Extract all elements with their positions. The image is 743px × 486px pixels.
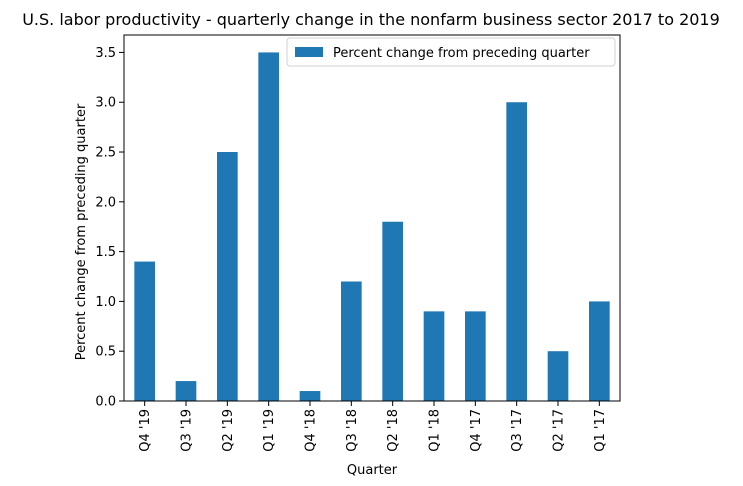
bar-10 [506, 102, 527, 401]
x-tick-label-4: Q1 '19 [262, 409, 277, 452]
plot-frame [123, 34, 621, 402]
legend-label: Percent change from preceding quarter [333, 46, 590, 61]
bar-3 [217, 152, 238, 401]
legend-swatch [295, 47, 323, 57]
y-axis: 0.0 0.5 1.0 1.5 2.0 2.5 3.0 3.5 [95, 46, 124, 410]
y-tick-label-7: 3.0 [95, 96, 116, 111]
x-tick-label-11: Q2 '17 [552, 409, 567, 452]
bar-11 [547, 351, 569, 401]
plot-area [123, 34, 621, 402]
x-tick-label-1: Q4 '19 [138, 409, 153, 452]
bar-8 [423, 311, 445, 401]
y-tick-label-6: 2.5 [95, 146, 116, 161]
bar-9 [465, 311, 486, 401]
bar-7 [382, 221, 403, 401]
bar-6 [341, 281, 362, 401]
legend: Percent change from preceding quarter [286, 37, 616, 67]
bar-2 [175, 381, 197, 401]
x-tick-label-10: Q3 '17 [510, 409, 525, 452]
x-tick-label-7: Q2 '18 [386, 409, 401, 452]
y-tick-label-2: 0.5 [95, 345, 116, 360]
x-tick-label-12: Q1 '17 [593, 409, 608, 452]
bar-12 [589, 301, 610, 401]
x-tick-label-5: Q4 '18 [304, 409, 319, 452]
x-tick-label-9: Q4 '17 [469, 409, 484, 452]
y-tick-label-1: 0.0 [95, 395, 116, 410]
x-axis: Q4 '19 Q3 '19 Q2 '19 Q1 '19 Q4 '18 Q3 '18 Q2 '… [138, 401, 608, 452]
legend-box [286, 37, 616, 67]
x-tick-label-8: Q1 '18 [428, 409, 443, 452]
chart-title: U.S. labor productivity - quarterly chan… [22, 10, 720, 29]
y-tick-label-4: 1.5 [95, 245, 116, 260]
x-tick-label-6: Q3 '18 [345, 409, 360, 452]
x-tick-label-2: Q3 '19 [180, 409, 195, 452]
y-tick-label-3: 1.0 [95, 295, 116, 310]
bar-4 [258, 52, 279, 402]
bar-1 [134, 261, 155, 401]
bar-5 [299, 391, 321, 401]
x-axis-title: Quarter [347, 463, 398, 478]
x-tick-label-3: Q2 '19 [221, 409, 236, 452]
y-tick-label-5: 2.0 [95, 195, 116, 210]
y-tick-label-8: 3.5 [95, 46, 116, 61]
y-axis-title: Percent change from preceding quarter [74, 103, 89, 360]
